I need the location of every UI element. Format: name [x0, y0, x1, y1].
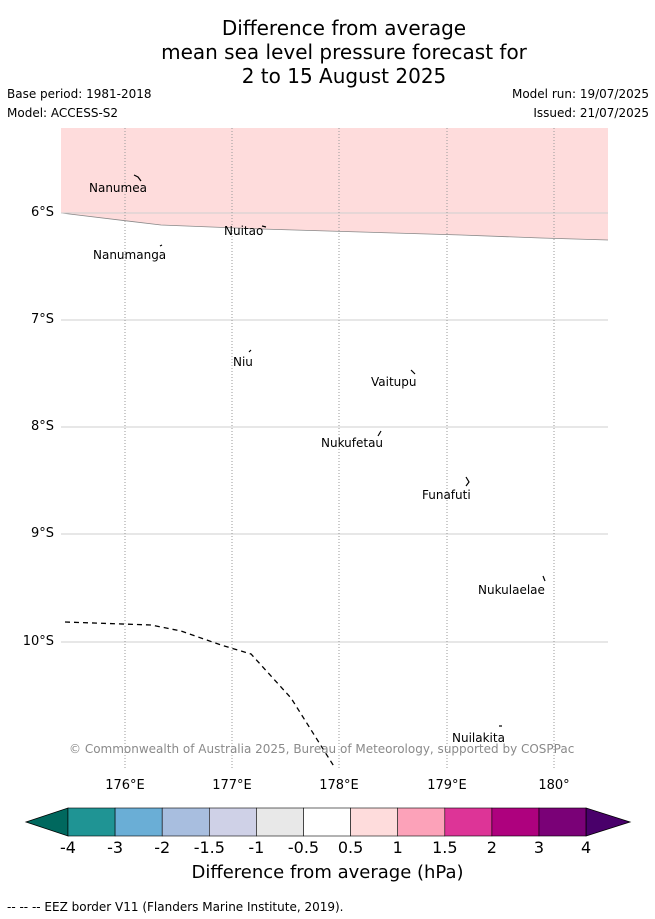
colorbar-swatch [444, 807, 493, 837]
colorbar-swatch [114, 807, 163, 837]
place-label-vaitupu: Vaitupu [371, 375, 417, 389]
colorbar-swatch [350, 807, 399, 837]
lat-label-6s: 6°S [30, 205, 54, 220]
lon-label-177e: 177°E [212, 778, 252, 793]
lon-label-180: 180° [538, 778, 570, 793]
place-label-nanumanga: Nanumanga [93, 248, 167, 262]
lon-label-179e: 179°E [427, 778, 467, 793]
place-label-niu: Niu [233, 355, 253, 369]
lat-label-9s: 9°S [30, 526, 54, 541]
colorbar-tick-label: 0.5 [337, 838, 364, 857]
place-label-nuilakita: Nuilakita [452, 731, 505, 745]
model-run: Model run: 19/07/2025 [511, 87, 649, 101]
lat-label-7s: 7°S [30, 312, 54, 327]
place-label-funafuti: Funafuti [422, 488, 471, 502]
colorbar-tick-label: 1 [392, 838, 403, 857]
island-nukufetau [377, 430, 382, 437]
colorbar-tick-label: -2 [154, 838, 171, 857]
title-line-1: Difference from average [221, 16, 467, 40]
lon-label-178e: 178°E [319, 778, 359, 793]
title-line-2: mean sea level pressure forecast for [161, 40, 527, 64]
colorbar-swatch [161, 807, 210, 837]
colorbar [24, 807, 632, 837]
base-period: Base period: 1981-2018 [7, 87, 152, 101]
place-label-nuitao: Nuitao [224, 224, 264, 238]
colorbar-swatch [538, 807, 587, 837]
island-niu [248, 349, 252, 353]
colorbar-tick-label: -3 [107, 838, 124, 857]
colorbar-swatch [209, 807, 257, 837]
colorbar-swatch [397, 807, 446, 837]
colorbar-tick-label: -1 [248, 838, 265, 857]
colorbar-tick-label: 3 [533, 838, 545, 857]
island-nuitao [261, 225, 267, 228]
island-nanumea [133, 174, 142, 182]
contour-line [61, 212, 608, 241]
issued-date: Issued: 21/07/2025 [533, 106, 649, 120]
colorbar-under-arrow [24, 807, 69, 837]
copyright-notice: © Commonwealth of Australia 2025, Bureau… [69, 742, 575, 756]
place-label-nukulaelae: Nukulaelae [478, 583, 545, 597]
colorbar-swatch [303, 807, 351, 837]
colorbar-swatch [491, 807, 540, 837]
colorbar-tick-label: -0.5 [287, 838, 320, 857]
eez-legend: -- -- -- EEZ border V11 (Flanders Marine… [7, 900, 344, 914]
colorbar-tick-label: -1.5 [193, 838, 225, 857]
island-nukulaelae [542, 575, 546, 582]
lon-label-176e: 176°E [105, 778, 145, 793]
shaded-anomaly-region [61, 128, 608, 240]
place-label-nanumea: Nanumea [89, 181, 147, 195]
map-title: Difference from average mean sea level p… [0, 16, 655, 88]
colorbar-swatch [256, 807, 304, 837]
place-label-nukufetau: Nukufetau [321, 436, 384, 450]
map-canvas [61, 128, 608, 768]
colorbar-over-arrow [585, 807, 632, 837]
lat-label-8s: 8°S [30, 419, 54, 434]
island-funafuti [465, 476, 470, 487]
colorbar-swatch [67, 807, 116, 837]
colorbar-tick-label: 1.5 [432, 838, 458, 857]
colorbar-tick-label: 4 [581, 838, 592, 857]
island-nanumanga [159, 244, 163, 247]
colorbar-tick-label: 2 [486, 838, 497, 857]
title-line-3: 2 to 15 August 2025 [241, 64, 447, 88]
colorbar-tick-label: -4 [60, 838, 76, 857]
colorbar-title: Difference from average (hPa) [191, 862, 464, 883]
island-vaitupu [410, 369, 416, 375]
model-name: Model: ACCESS-S2 [7, 106, 119, 120]
lat-label-10s: 10°S [22, 634, 54, 649]
